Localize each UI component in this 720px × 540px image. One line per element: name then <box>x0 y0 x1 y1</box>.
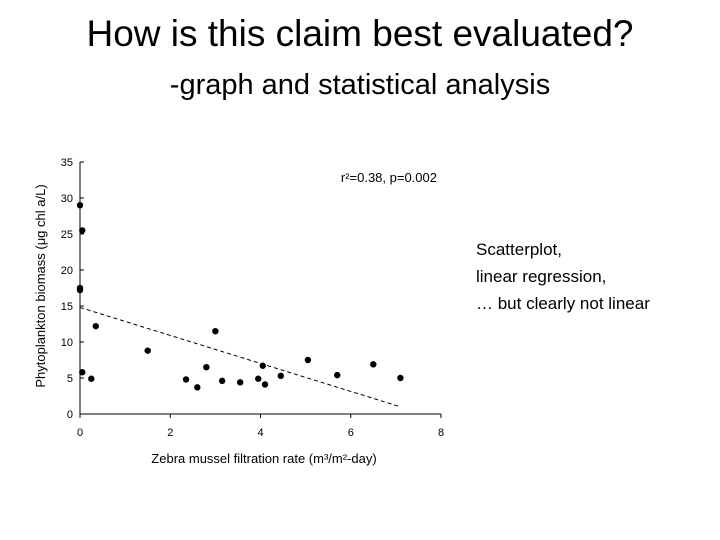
data-point <box>203 364 210 371</box>
y-tick-label: 15 <box>61 301 73 313</box>
slide-subtitle: -graph and statistical analysis <box>169 69 551 101</box>
y-tick-label: 5 <box>67 373 73 385</box>
data-point <box>79 369 86 376</box>
data-point <box>261 381 269 388</box>
x-tick-label: 0 <box>77 427 83 439</box>
data-point <box>259 362 266 369</box>
y-tick-label: 25 <box>61 229 73 241</box>
data-point <box>194 384 201 391</box>
data-point <box>144 347 151 354</box>
y-tick-label: 0 <box>67 409 73 421</box>
data-point <box>255 375 262 382</box>
data-point <box>397 374 404 382</box>
stats-annotation: r²=0.38, p=0.002 <box>341 170 437 185</box>
x-tick-label: 6 <box>348 427 354 439</box>
data-point <box>277 372 285 380</box>
x-tick-label: 8 <box>438 427 444 439</box>
data-point <box>212 328 219 335</box>
note-line: … but clearly not linear <box>476 294 650 313</box>
y-tick-label: 20 <box>61 265 73 277</box>
y-tick-label: 10 <box>61 337 73 349</box>
y-axis-label: Phytoplankton biomass (μg chl a/L) <box>33 184 48 387</box>
data-point <box>76 202 84 209</box>
data-point <box>182 376 190 383</box>
data-point <box>218 377 226 385</box>
data-point <box>92 322 99 330</box>
data-point <box>79 227 86 234</box>
slide-title: How is this claim best evaluated? <box>86 13 634 54</box>
note-line: Scatterplot, <box>476 240 562 259</box>
notes-text: Scatterplot, linear regression, … but cl… <box>476 236 716 317</box>
data-point <box>76 286 84 294</box>
y-tick-label: 35 <box>61 157 73 169</box>
data-point <box>88 375 95 382</box>
x-axis-label: Zebra mussel filtration rate (m³/m²-day) <box>151 451 376 466</box>
data-point <box>304 356 312 364</box>
note-line: linear regression, <box>476 267 607 286</box>
x-tick-label: 2 <box>167 427 173 439</box>
regression-line <box>79 306 401 408</box>
y-tick-label: 30 <box>61 193 73 205</box>
data-point <box>236 379 244 386</box>
data-point <box>334 371 341 379</box>
data-point <box>370 361 377 368</box>
x-tick-label: 4 <box>257 427 263 439</box>
